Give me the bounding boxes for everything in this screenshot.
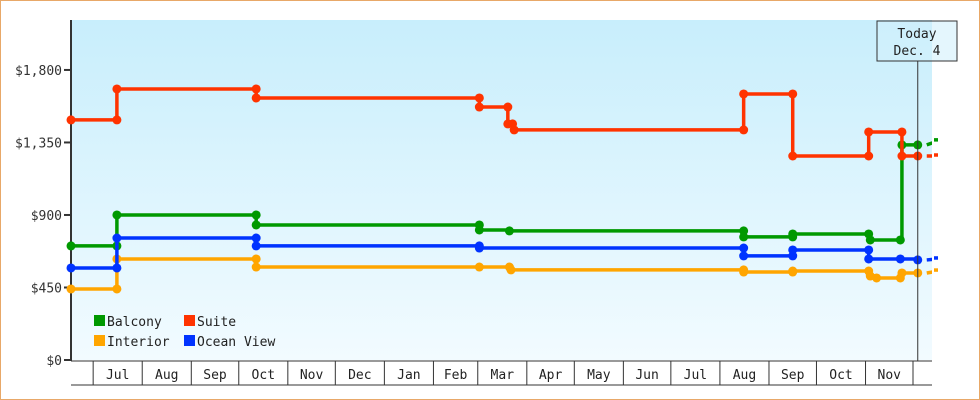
legend-swatch: [184, 315, 195, 326]
x-month-label: Aug: [733, 368, 756, 383]
data-point[interactable]: [872, 273, 882, 283]
data-point[interactable]: [112, 210, 122, 220]
data-point[interactable]: [112, 233, 122, 243]
legend-swatch: [94, 335, 105, 346]
data-point[interactable]: [864, 254, 874, 264]
x-month-label: Dec: [348, 368, 371, 383]
legend-label: Ocean View: [197, 335, 275, 350]
data-point[interactable]: [251, 84, 261, 94]
x-month-label: May: [587, 368, 611, 383]
data-point[interactable]: [739, 232, 749, 242]
data-point[interactable]: [251, 254, 261, 264]
x-month-label: Apr: [539, 368, 563, 383]
data-point[interactable]: [474, 243, 484, 253]
legend-label: Balcony: [107, 315, 162, 330]
plot-background: [71, 20, 932, 360]
data-point[interactable]: [112, 284, 122, 294]
data-point[interactable]: [788, 229, 798, 239]
today-label: Today: [897, 27, 936, 42]
x-month-label: Oct: [829, 368, 852, 383]
data-point[interactable]: [251, 220, 261, 230]
data-point[interactable]: [66, 284, 76, 294]
x-month-label: Mar: [491, 368, 515, 383]
data-point[interactable]: [66, 241, 76, 251]
series-interior: [66, 254, 939, 294]
data-point[interactable]: [864, 151, 874, 161]
x-month-label: Nov: [300, 368, 324, 383]
data-point[interactable]: [739, 267, 749, 277]
today-box: [876, 20, 958, 62]
data-point[interactable]: [112, 84, 122, 94]
data-point[interactable]: [504, 226, 514, 236]
legend: Balcony Suite Interior Ocean View: [94, 315, 275, 350]
data-point[interactable]: [788, 245, 798, 255]
data-point[interactable]: [864, 245, 874, 255]
data-point[interactable]: [864, 127, 874, 137]
data-point[interactable]: [897, 268, 907, 278]
y-tick-label: $0: [46, 354, 62, 369]
legend-label: Interior: [107, 335, 170, 350]
right-margin: [932, 1, 978, 399]
data-point[interactable]: [897, 127, 907, 137]
legend-swatch: [184, 335, 195, 346]
x-month-label: Jul: [684, 368, 707, 383]
data-point[interactable]: [251, 262, 261, 272]
x-month-label: Feb: [444, 368, 468, 383]
data-point[interactable]: [112, 115, 122, 125]
x-month-label: Jul: [106, 368, 129, 383]
data-point[interactable]: [895, 235, 905, 245]
data-point[interactable]: [788, 89, 798, 99]
series-suite: [66, 84, 938, 161]
y-tick-label: $1,800: [15, 64, 62, 79]
y-tick-label: $450: [31, 281, 62, 296]
series-ocean-view: [66, 233, 939, 273]
y-tick-label: $1,350: [15, 136, 62, 151]
data-point[interactable]: [895, 254, 905, 264]
data-point[interactable]: [251, 233, 261, 243]
x-month-label: Nov: [878, 368, 902, 383]
data-point[interactable]: [509, 125, 519, 135]
x-month-label: Jan: [397, 368, 420, 383]
data-point[interactable]: [474, 93, 484, 103]
data-point[interactable]: [474, 102, 484, 112]
data-point[interactable]: [897, 151, 907, 161]
data-point[interactable]: [865, 235, 875, 245]
data-point[interactable]: [474, 262, 484, 272]
x-month-label: Oct: [252, 368, 275, 383]
legend-swatch: [94, 315, 105, 326]
data-point[interactable]: [251, 93, 261, 103]
data-point[interactable]: [739, 243, 749, 253]
x-month-label: Sep: [203, 368, 227, 383]
data-point[interactable]: [739, 125, 749, 135]
data-point[interactable]: [251, 210, 261, 220]
data-point[interactable]: [112, 263, 122, 273]
data-point[interactable]: [739, 89, 749, 99]
data-point[interactable]: [739, 251, 749, 261]
legend-label: Suite: [197, 315, 236, 330]
data-point[interactable]: [251, 241, 261, 251]
today-date: Dec. 4: [894, 44, 941, 59]
data-point[interactable]: [66, 263, 76, 273]
x-month-label: Sep: [781, 368, 805, 383]
data-point[interactable]: [788, 151, 798, 161]
x-month-label: Aug: [155, 368, 178, 383]
data-point[interactable]: [506, 265, 516, 275]
y-tick-label: $900: [31, 209, 62, 224]
data-point[interactable]: [503, 102, 513, 112]
data-point[interactable]: [66, 115, 76, 125]
data-point[interactable]: [788, 266, 798, 276]
data-point[interactable]: [474, 225, 484, 235]
series-balcony: [66, 139, 939, 251]
x-month-label: Jun: [635, 368, 658, 383]
